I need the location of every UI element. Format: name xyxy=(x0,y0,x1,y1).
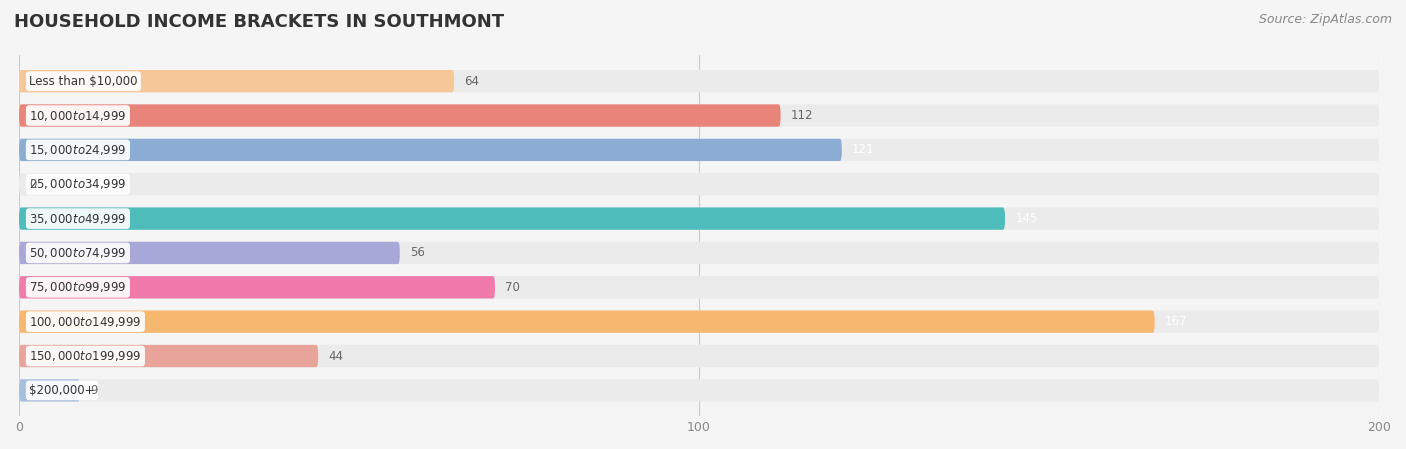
Text: $25,000 to $34,999: $25,000 to $34,999 xyxy=(30,177,127,191)
Text: 44: 44 xyxy=(329,349,343,362)
Text: Source: ZipAtlas.com: Source: ZipAtlas.com xyxy=(1258,13,1392,26)
Text: 64: 64 xyxy=(464,75,479,88)
FancyBboxPatch shape xyxy=(20,104,1379,127)
FancyBboxPatch shape xyxy=(20,379,1379,401)
FancyBboxPatch shape xyxy=(20,379,80,401)
Text: 167: 167 xyxy=(1164,315,1187,328)
FancyBboxPatch shape xyxy=(20,345,1379,367)
Text: Less than $10,000: Less than $10,000 xyxy=(30,75,138,88)
Text: 9: 9 xyxy=(90,384,98,397)
Text: $50,000 to $74,999: $50,000 to $74,999 xyxy=(30,246,127,260)
FancyBboxPatch shape xyxy=(20,70,1379,92)
Text: 145: 145 xyxy=(1015,212,1038,225)
FancyBboxPatch shape xyxy=(20,70,454,92)
FancyBboxPatch shape xyxy=(20,242,1379,264)
Text: $150,000 to $199,999: $150,000 to $199,999 xyxy=(30,349,142,363)
FancyBboxPatch shape xyxy=(20,139,842,161)
Text: 56: 56 xyxy=(411,247,425,260)
FancyBboxPatch shape xyxy=(20,276,495,299)
Text: 112: 112 xyxy=(790,109,813,122)
Text: $35,000 to $49,999: $35,000 to $49,999 xyxy=(30,211,127,225)
FancyBboxPatch shape xyxy=(20,139,1379,161)
Text: 0: 0 xyxy=(30,178,37,191)
FancyBboxPatch shape xyxy=(20,345,318,367)
FancyBboxPatch shape xyxy=(20,173,1379,195)
Text: $10,000 to $14,999: $10,000 to $14,999 xyxy=(30,109,127,123)
FancyBboxPatch shape xyxy=(20,242,399,264)
FancyBboxPatch shape xyxy=(20,311,1154,333)
FancyBboxPatch shape xyxy=(20,207,1005,230)
Text: $75,000 to $99,999: $75,000 to $99,999 xyxy=(30,280,127,294)
Text: 121: 121 xyxy=(852,143,875,156)
FancyBboxPatch shape xyxy=(20,104,780,127)
Text: HOUSEHOLD INCOME BRACKETS IN SOUTHMONT: HOUSEHOLD INCOME BRACKETS IN SOUTHMONT xyxy=(14,13,505,31)
Text: $100,000 to $149,999: $100,000 to $149,999 xyxy=(30,315,142,329)
FancyBboxPatch shape xyxy=(20,207,1379,230)
Text: $200,000+: $200,000+ xyxy=(30,384,94,397)
Text: $15,000 to $24,999: $15,000 to $24,999 xyxy=(30,143,127,157)
FancyBboxPatch shape xyxy=(20,311,1379,333)
FancyBboxPatch shape xyxy=(20,276,1379,299)
Text: 70: 70 xyxy=(505,281,520,294)
